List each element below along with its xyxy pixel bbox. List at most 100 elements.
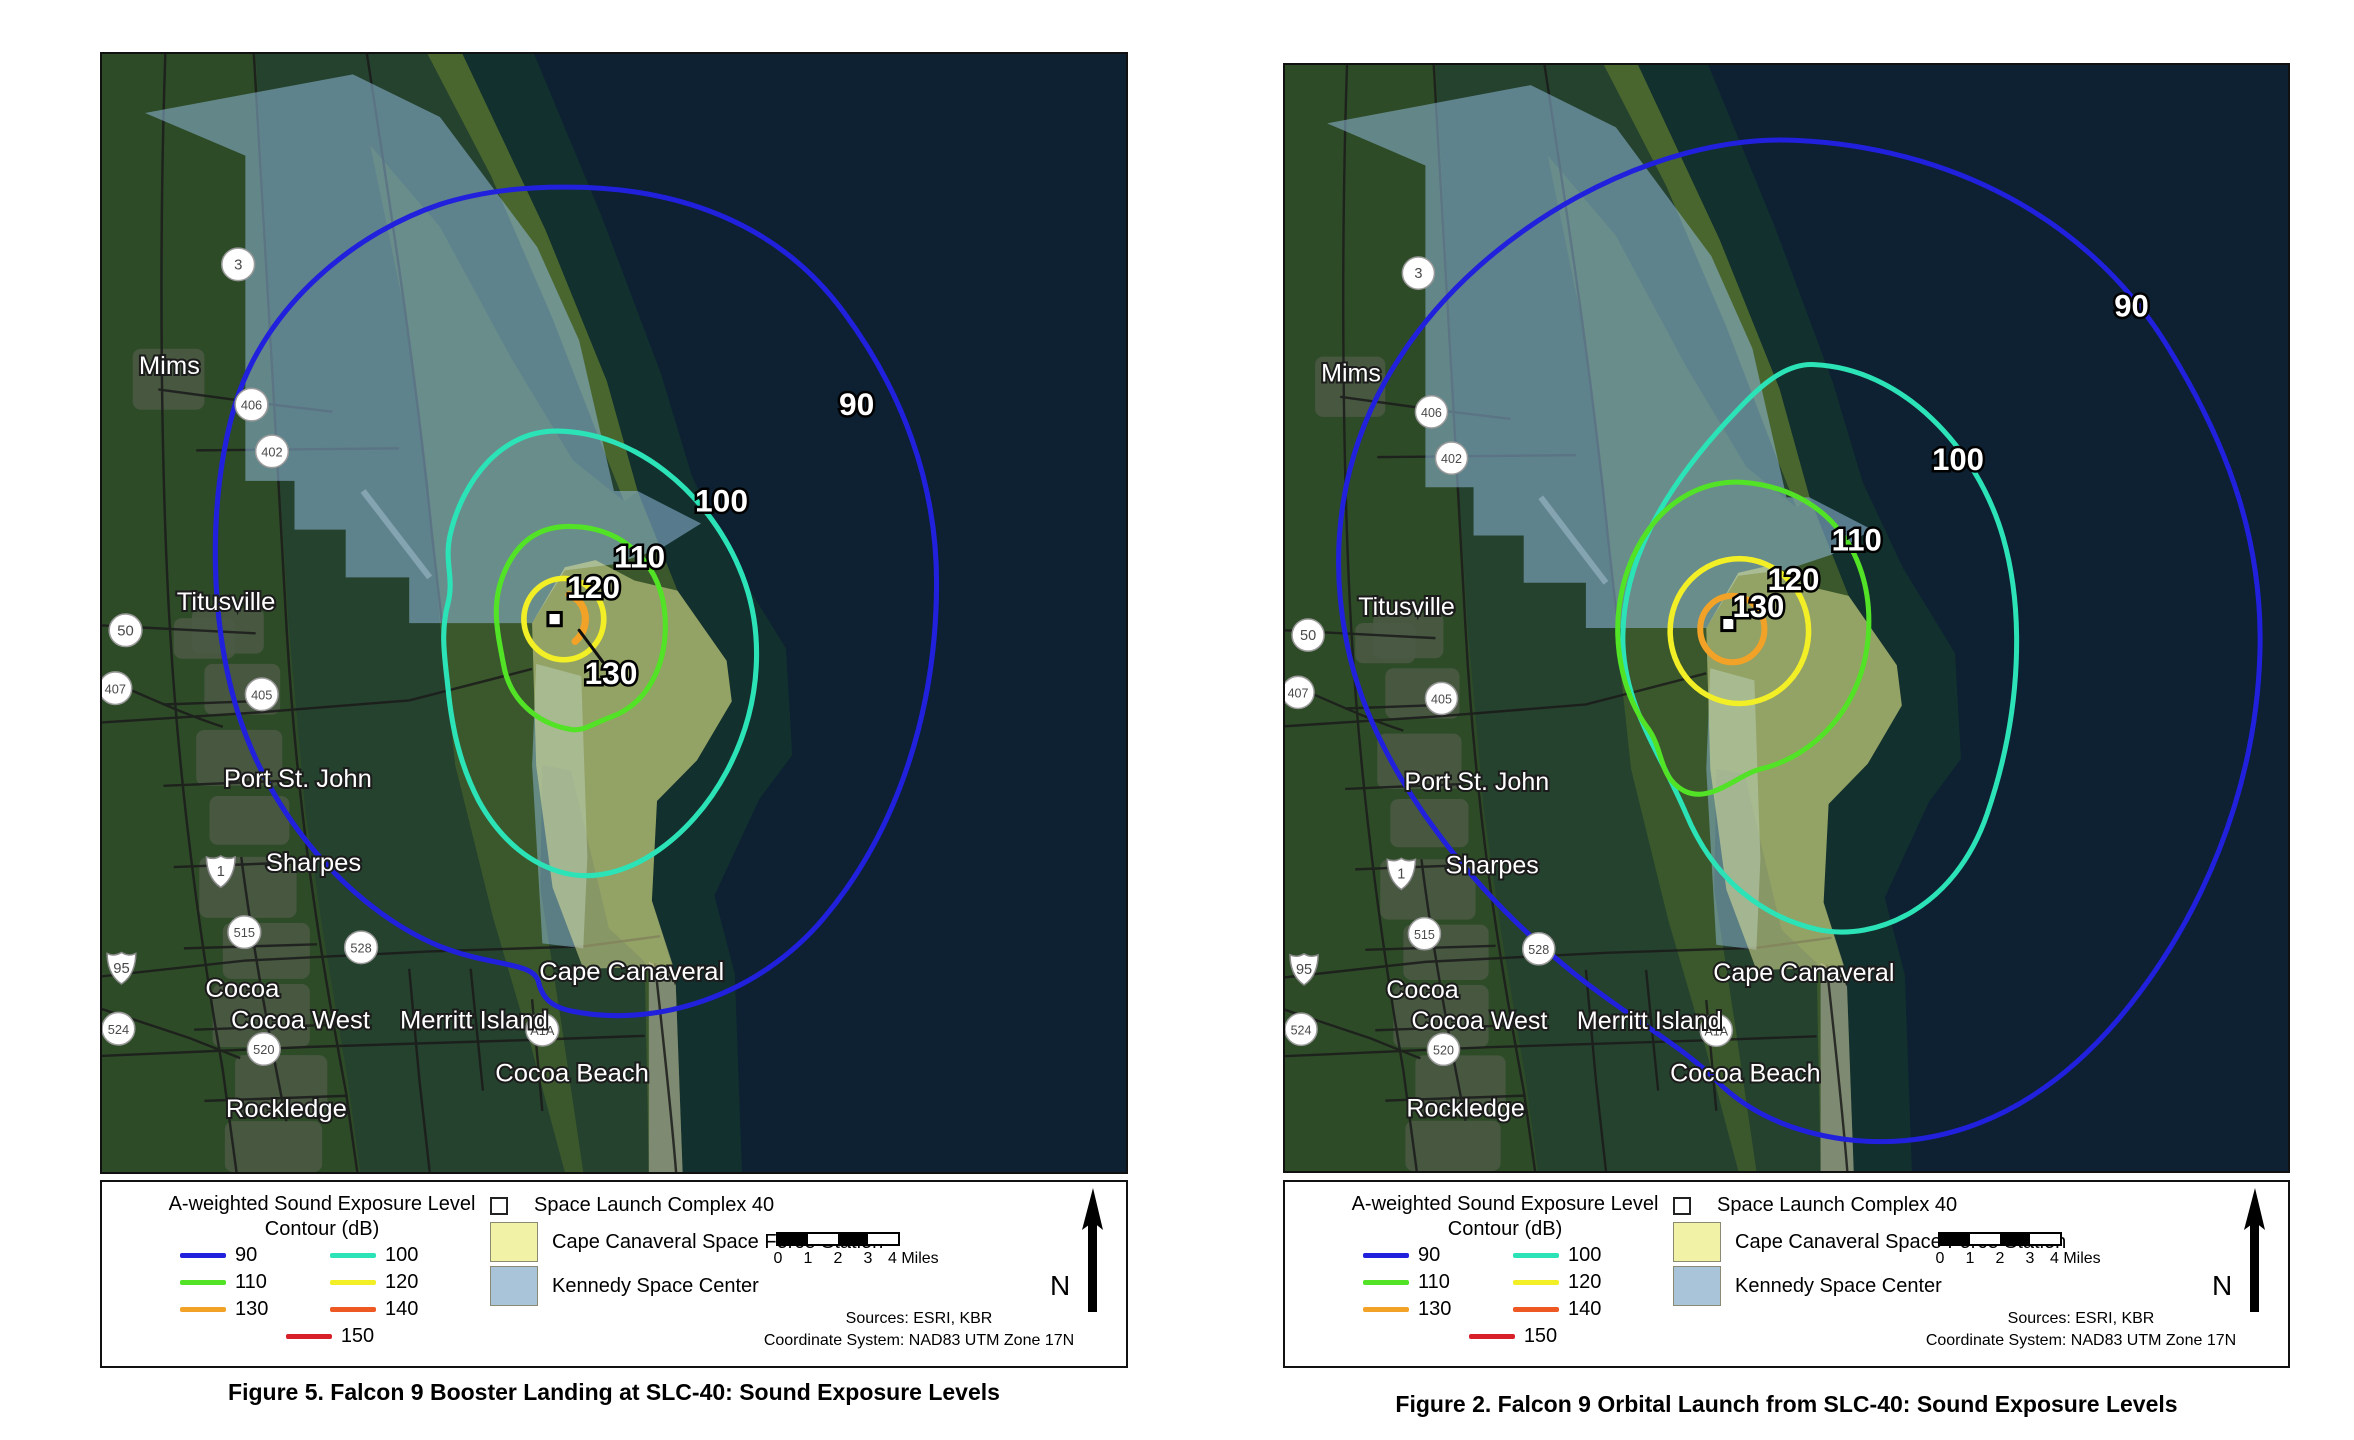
route-shield-1: 1 xyxy=(1386,857,1417,891)
place-label: Mims xyxy=(139,352,200,380)
svg-text:524: 524 xyxy=(1291,1023,1312,1037)
contour-100 xyxy=(441,428,760,879)
contour-100-swatch xyxy=(330,1253,376,1258)
sound-contour-map-orbital: 3 406 402 50 407 405 1 515 528 95 524 520 A1A Mims Tit… xyxy=(1285,65,2288,1171)
contour-label-130: 130 xyxy=(584,655,637,691)
scale-bar: 0 1 2 3 4 Miles xyxy=(1936,1232,2168,1272)
route-shield-520: 520 xyxy=(246,1031,281,1067)
sound-contour-map-booster: 3 406 402 50 407 405 1 515 528 95 524 520 A1A Mims Tit… xyxy=(102,54,1126,1172)
place-label: Cape Canaveral xyxy=(1713,959,1894,987)
sel-contours xyxy=(212,184,940,1019)
route-shields: 3 406 402 50 407 405 1 515 528 95 524 520 A1A xyxy=(1285,256,1734,1067)
route-shield-402: 402 xyxy=(1434,441,1469,475)
route-shield-524: 524 xyxy=(1285,1012,1318,1047)
svg-text:528: 528 xyxy=(350,941,371,956)
contour-label-100: 100 xyxy=(1932,442,1984,477)
basemap xyxy=(102,54,1126,1172)
slc40-marker xyxy=(546,610,563,628)
map-booster-landing: 3 406 402 50 407 405 1 515 528 95 524 520 A1A Mims Tit… xyxy=(100,52,1128,1174)
scale-bar-segments xyxy=(776,1232,900,1246)
legend-ksc-entry: Kennedy Space Center xyxy=(1673,1266,1942,1306)
place-label: Cocoa xyxy=(205,975,280,1003)
contour-130 xyxy=(565,591,589,646)
ksc-overlay xyxy=(1327,85,1872,629)
contour-110-swatch xyxy=(1363,1280,1409,1285)
svg-text:50: 50 xyxy=(117,623,134,639)
map-orbital-launch: 3 406 402 50 407 405 1 515 528 95 524 520 A1A Mims Tit… xyxy=(1283,63,2290,1173)
route-shield-3: 3 xyxy=(1401,256,1436,290)
legend-title: A-weighted Sound Exposure Level Contour … xyxy=(168,1193,476,1240)
contour-label-110: 110 xyxy=(1832,523,1882,558)
map-sources: Sources: ESRI, KBR Coordinate System: NA… xyxy=(763,1310,1075,1349)
scale-bar-segments xyxy=(1938,1232,2062,1246)
route-shields: 3 406 402 50 407 405 1 515 528 95 524 520 A1A xyxy=(102,247,560,1067)
ksc-area-swatch xyxy=(490,1266,538,1306)
north-arrow: N xyxy=(2210,1188,2272,1322)
svg-text:95: 95 xyxy=(113,961,130,977)
north-arrow: N xyxy=(1048,1188,1110,1322)
contour-110 xyxy=(493,523,668,733)
ccsfs-overlay xyxy=(1706,565,1902,970)
contour-90 xyxy=(212,184,940,1019)
route-shield-407: 407 xyxy=(102,671,133,706)
place-label: Cocoa xyxy=(1386,976,1458,1004)
route-shield-406: 406 xyxy=(234,387,269,422)
contour-label-120: 120 xyxy=(1768,562,1820,597)
svg-text:50: 50 xyxy=(1300,628,1316,644)
contour-150-swatch xyxy=(1468,1334,1515,1339)
contour-100 xyxy=(1620,362,2020,935)
route-shield-515: 515 xyxy=(227,915,262,950)
contour-120-swatch xyxy=(1513,1280,1559,1285)
contour-90-swatch xyxy=(1363,1253,1409,1258)
slc40-marker xyxy=(1720,615,1737,633)
contour-label-130: 130 xyxy=(1732,589,1784,624)
contour-120 xyxy=(1667,555,1812,707)
slc40-square-icon xyxy=(1673,1196,1691,1215)
map-legend: A-weighted Sound Exposure Level Contour … xyxy=(100,1180,1128,1368)
map-sources: Sources: ESRI, KBR Coordinate System: NA… xyxy=(1925,1310,2237,1349)
route-shield-A1A: A1A xyxy=(525,1012,560,1047)
place-label: Cocoa Beach xyxy=(495,1060,649,1088)
legend-contour-entries: 90 100 110 120 130 140 150 xyxy=(180,1242,480,1350)
svg-text:406: 406 xyxy=(1421,406,1442,420)
contour-130 xyxy=(1697,592,1768,666)
route-shield-3: 3 xyxy=(221,247,256,282)
svg-text:407: 407 xyxy=(105,681,126,696)
svg-text:515: 515 xyxy=(1414,928,1435,942)
route-shield-95: 95 xyxy=(106,951,137,985)
ksc-area-swatch xyxy=(1673,1266,1721,1306)
svg-text:A1A: A1A xyxy=(1704,1024,1728,1038)
place-label: Port St. John xyxy=(1404,768,1549,796)
route-shield-406: 406 xyxy=(1414,395,1449,429)
place-labels: Mims Titusville Port St. John Sharpes Cocoa C… xyxy=(137,350,726,1125)
svg-text:A1A: A1A xyxy=(530,1023,555,1038)
contour-110 xyxy=(1615,479,1872,797)
map-legend: A-weighted Sound Exposure Level Contour … xyxy=(1283,1180,2290,1368)
svg-text:3: 3 xyxy=(1414,266,1422,282)
place-label: Rockledge xyxy=(1406,1095,1524,1123)
legend-ksc-entry: Kennedy Space Center xyxy=(490,1266,759,1306)
sel-contours xyxy=(1336,137,2263,1145)
figure-caption-booster: Figure 5. Falcon 9 Booster Landing at SL… xyxy=(228,1379,1000,1405)
place-label: Merritt Island xyxy=(400,1007,548,1035)
route-shield-50: 50 xyxy=(1291,618,1325,652)
route-shield-520: 520 xyxy=(1426,1032,1461,1067)
north-arrow-icon xyxy=(1082,1188,1103,1312)
contour-120 xyxy=(521,575,607,663)
route-shield-50: 50 xyxy=(108,613,143,648)
svg-text:402: 402 xyxy=(261,445,282,460)
place-label: Titusville xyxy=(1358,593,1455,621)
route-shield-528: 528 xyxy=(343,930,379,965)
svg-text:524: 524 xyxy=(108,1022,129,1037)
svg-text:1: 1 xyxy=(1397,866,1405,882)
legend-slc40-entry: Space Launch Complex 40 xyxy=(490,1194,774,1217)
place-label: Rockledge xyxy=(226,1095,347,1123)
place-label: Titusville xyxy=(177,588,276,616)
route-shield-515: 515 xyxy=(1407,916,1442,951)
svg-text:405: 405 xyxy=(251,687,272,702)
svg-text:515: 515 xyxy=(234,925,255,940)
north-arrow-icon xyxy=(2244,1188,2265,1312)
route-shield-1: 1 xyxy=(205,855,236,889)
contour-140-swatch xyxy=(1513,1307,1559,1312)
